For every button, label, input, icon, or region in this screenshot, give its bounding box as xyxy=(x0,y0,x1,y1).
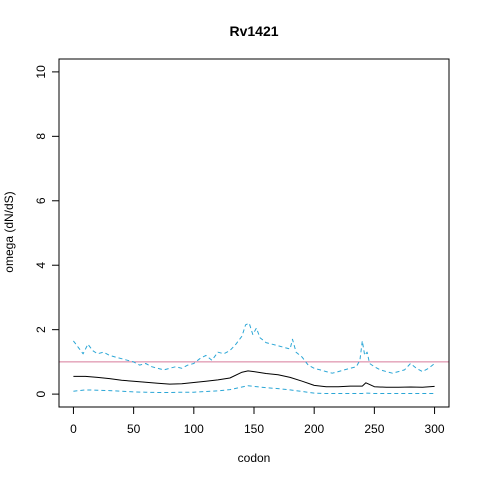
y-tick-label: 10 xyxy=(34,65,48,79)
y-tick-label: 0 xyxy=(34,390,48,397)
x-tick-label: 250 xyxy=(364,422,384,436)
y-axis-label: omega (dN/dS) xyxy=(2,191,16,272)
x-tick-label: 0 xyxy=(70,422,77,436)
chart-title: Rv1421 xyxy=(229,23,278,39)
x-tick-label: 300 xyxy=(425,422,445,436)
y-tick-label: 2 xyxy=(34,326,48,333)
estimate-line-0 xyxy=(73,370,435,388)
x-tick-label: 150 xyxy=(244,422,264,436)
x-axis-label: codon xyxy=(238,451,271,465)
bound-line-1 xyxy=(73,385,435,394)
y-tick-label: 6 xyxy=(34,197,48,204)
plot-area xyxy=(58,58,450,408)
y-tick-label: 4 xyxy=(34,262,48,269)
x-tick-label: 50 xyxy=(127,422,141,436)
y-axis: 0 2 4 6 8 10 xyxy=(34,65,60,397)
bound-line-2 xyxy=(73,322,435,374)
x-tick-label: 200 xyxy=(304,422,324,436)
plot-frame xyxy=(58,58,450,408)
y-tick-label: 8 xyxy=(34,133,48,140)
x-tick-label: 100 xyxy=(184,422,204,436)
x-axis: 0 50 100 150 200 250 300 xyxy=(70,406,445,436)
